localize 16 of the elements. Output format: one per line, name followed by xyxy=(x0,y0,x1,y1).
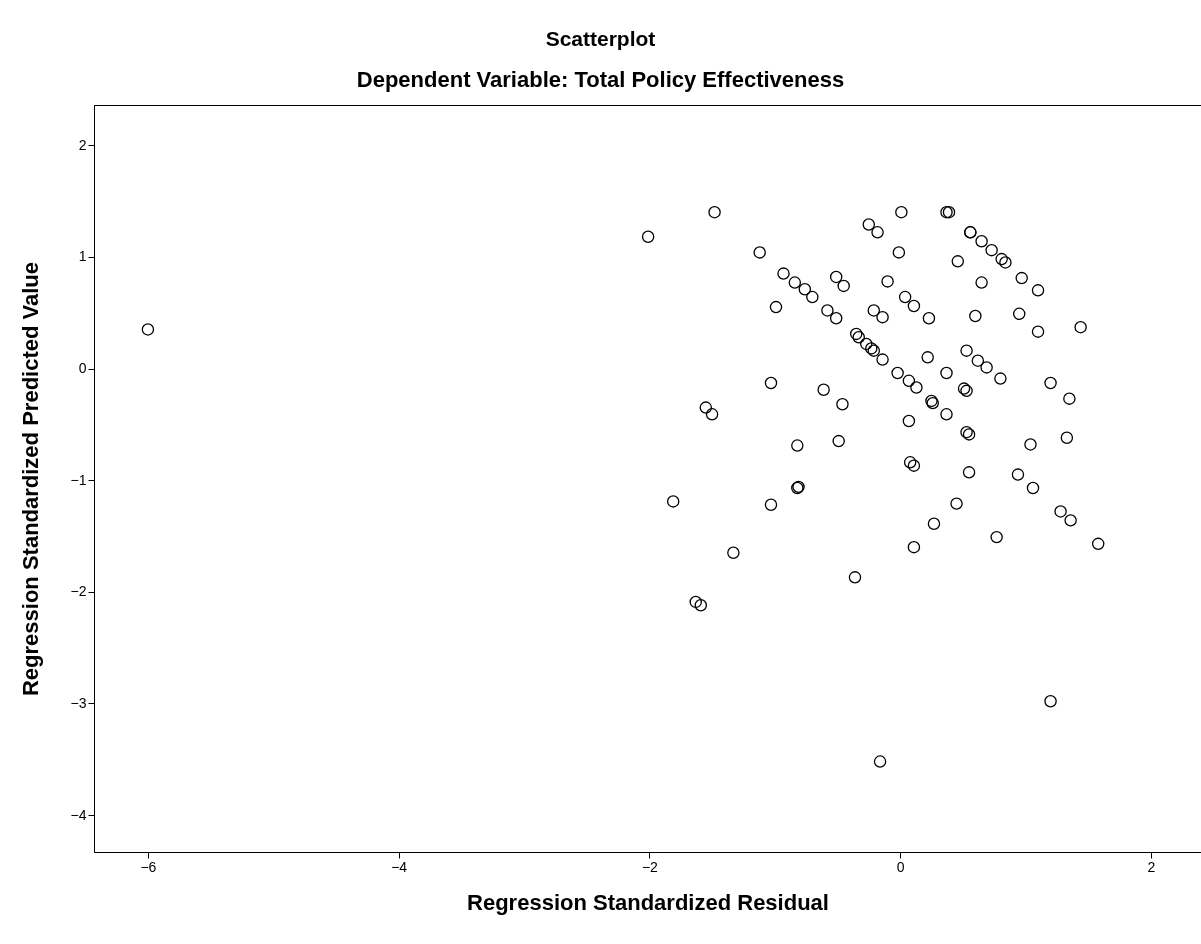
x-tick-label: 2 xyxy=(1147,858,1156,875)
x-tick-label: −2 xyxy=(641,858,659,875)
x-axis-title: Regression Standardized Residual xyxy=(467,889,829,915)
x-tick-label: −4 xyxy=(391,858,408,875)
y-tick-label: −2 xyxy=(70,583,87,600)
y-tick-label: 1 xyxy=(78,248,87,265)
y-tick-label: −1 xyxy=(70,471,87,488)
chart-subtitle: Dependent Variable: Total Policy Effectiveness xyxy=(356,67,845,92)
y-tick-label: −4 xyxy=(70,806,87,823)
y-axis-title: Regression Standardized Predicted Value xyxy=(17,261,43,697)
x-tick-label: −6 xyxy=(140,858,157,875)
y-tick-label: 0 xyxy=(78,360,87,377)
chart-title: Scatterplot xyxy=(545,27,656,50)
y-tick-label: 2 xyxy=(78,136,87,153)
y-tick-label: −3 xyxy=(70,694,87,711)
x-tick-label: 0 xyxy=(896,858,905,875)
